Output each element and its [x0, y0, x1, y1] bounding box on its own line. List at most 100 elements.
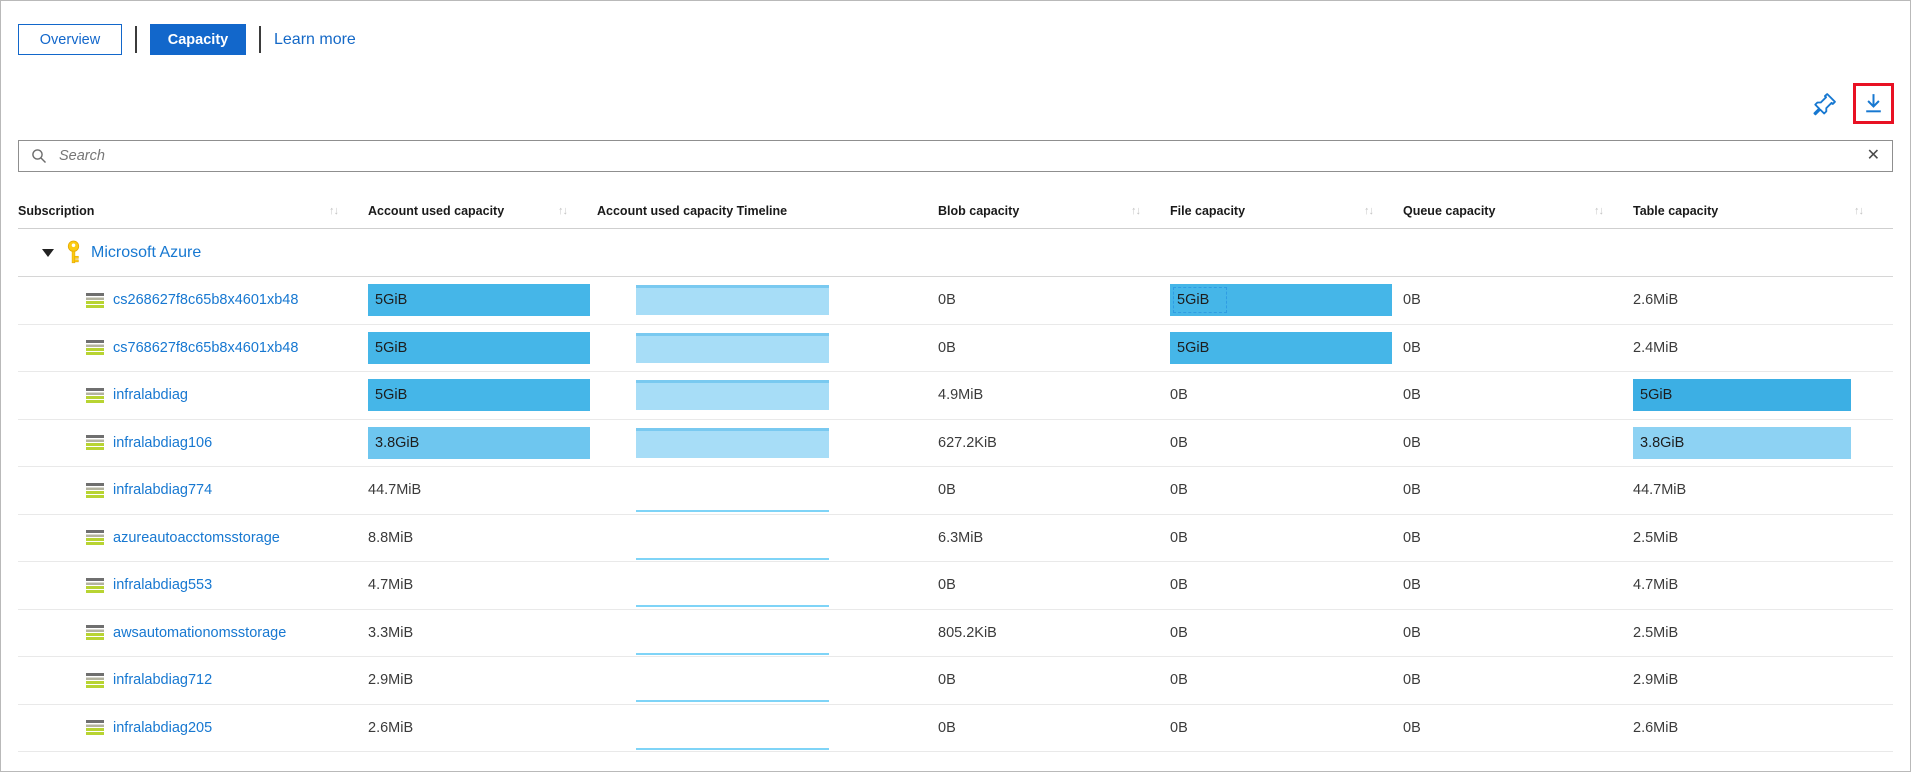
capacity-cell: 0B [1403, 467, 1633, 514]
column-header-table-capacity[interactable]: Table capacity ↑↓ [1633, 204, 1893, 218]
timeline-cell [597, 420, 938, 467]
capacity-value: 0B [938, 339, 956, 356]
collapse-triangle-icon[interactable] [42, 248, 54, 257]
capacity-value: 627.2KiB [938, 434, 997, 451]
tab-capacity[interactable]: Capacity [150, 24, 246, 55]
timeline-cell [597, 372, 938, 419]
storage-account-link[interactable]: infralabdiag712 [113, 672, 213, 689]
capacity-cell: 2.6MiB [1633, 277, 1893, 324]
table-row[interactable]: azureautoacctomsstorage 8.8MiB 6.3MiB 0B 0B 2… [18, 515, 1893, 562]
group-row-subscription[interactable]: Microsoft Azure [18, 229, 1893, 277]
capacity-cell: 0B [938, 467, 1170, 514]
column-header-blob-capacity[interactable]: Blob capacity ↑↓ [938, 204, 1170, 218]
table-row[interactable]: infralabdiag774 44.7MiB 0B 0B 0B 44.7MiB [18, 467, 1893, 515]
subscription-cell: azureautoacctomsstorage [18, 515, 368, 562]
storage-account-icon [86, 672, 104, 688]
storage-account-link[interactable]: infralabdiag774 [113, 482, 213, 499]
column-header-label: File capacity [1170, 204, 1246, 218]
tab-overview[interactable]: Overview [18, 24, 122, 55]
table-row[interactable]: infralabdiag 5GiB 4.9MiB 0B 0B 5GiB [18, 372, 1893, 420]
pin-icon[interactable] [1811, 90, 1839, 118]
sort-arrows-icon[interactable]: ↑↓ [1364, 205, 1374, 217]
tab-divider [259, 26, 261, 53]
sort-arrows-icon[interactable]: ↑↓ [329, 205, 339, 217]
storage-account-link[interactable]: awsautomationomsstorage [113, 624, 287, 641]
column-header-subscription[interactable]: Subscription ↑↓ [18, 204, 368, 218]
capacity-bar: 5GiB [368, 331, 590, 364]
view-tabs: Overview Capacity Learn more [18, 24, 356, 55]
capacity-bar-label: 5GiB [1177, 339, 1210, 356]
timeline-cell [597, 467, 938, 514]
download-icon[interactable] [1860, 90, 1888, 118]
clear-search-icon[interactable]: ✕ [1866, 147, 1880, 164]
capacity-cell: 2.5MiB [1633, 610, 1893, 657]
subscription-cell: infralabdiag553 [18, 562, 368, 609]
column-header-file-capacity[interactable]: File capacity ↑↓ [1170, 204, 1403, 218]
table-row[interactable]: awsautomationomsstorage 3.3MiB 805.2KiB 0B 0… [18, 610, 1893, 657]
storage-account-icon [86, 292, 104, 308]
sort-arrows-icon[interactable]: ↑↓ [1854, 205, 1864, 217]
learn-more-link[interactable]: Learn more [274, 30, 356, 48]
timeline-cell [597, 277, 938, 324]
storage-account-link[interactable]: infralabdiag205 [113, 719, 213, 736]
search-icon [31, 148, 47, 164]
timeline-sparkline [636, 332, 829, 363]
column-header-label: Table capacity [1633, 204, 1719, 218]
capacity-value: 0B [1170, 529, 1188, 546]
storage-account-link[interactable]: cs268627f8c65b8x4601xb48 [113, 292, 299, 309]
sort-arrows-icon[interactable]: ↑↓ [1131, 205, 1141, 217]
capacity-bar: 5GiB [1170, 331, 1392, 364]
storage-account-link[interactable]: azureautoacctomsstorage [113, 529, 280, 546]
storage-account-link[interactable]: infralabdiag553 [113, 577, 213, 594]
column-header-account-used-capacity-timeline[interactable]: Account used capacity Timeline [597, 204, 938, 218]
table-row[interactable]: infralabdiag553 4.7MiB 0B 0B 0B 4.7MiB [18, 562, 1893, 610]
group-label[interactable]: Microsoft Azure [91, 243, 202, 261]
table-row[interactable]: cs768627f8c65b8x4601xb48 5GiB 0B 5GiB 0B 2.4M… [18, 325, 1893, 372]
storage-account-link[interactable]: infralabdiag [113, 387, 188, 404]
storage-account-icon [86, 340, 104, 356]
capacity-cell: 44.7MiB [1633, 467, 1893, 514]
capacity-value: 0B [1403, 387, 1421, 404]
table-row[interactable]: infralabdiag712 2.9MiB 0B 0B 0B 2.9MiB [18, 657, 1893, 705]
capacity-bar-label: 5GiB [1640, 387, 1673, 404]
capacity-value: 0B [1403, 672, 1421, 689]
search-input[interactable] [57, 147, 1867, 165]
capacity-value: 0B [938, 672, 956, 689]
capacity-cell: 805.2KiB [938, 610, 1170, 657]
capacity-bar-label: 5GiB [375, 292, 408, 309]
capacity-value: 2.6MiB [368, 719, 414, 736]
capacity-value: 2.4MiB [1633, 339, 1679, 356]
capacity-value: 0B [938, 719, 956, 736]
capacity-cell: 2.9MiB [368, 657, 597, 704]
table-row[interactable]: cs268627f8c65b8x4601xb48 5GiB 0B 5GiB 0B 2.6M… [18, 277, 1893, 325]
column-header-queue-capacity[interactable]: Queue capacity ↑↓ [1403, 204, 1633, 218]
capacity-value: 4.7MiB [368, 577, 414, 594]
storage-account-link[interactable]: cs768627f8c65b8x4601xb48 [113, 339, 299, 356]
timeline-sparkline [636, 530, 829, 560]
capacity-cell: 0B [1170, 657, 1403, 704]
table-row[interactable]: infralabdiag106 3.8GiB 627.2KiB 0B 0B 3.8GiB [18, 420, 1893, 467]
timeline-sparkline [636, 380, 829, 411]
capacity-cell: 5GiB [1170, 277, 1403, 324]
column-header-label: Account used capacity Timeline [597, 204, 788, 218]
capacity-cell: 2.9MiB [1633, 657, 1893, 704]
column-header-label: Account used capacity [368, 204, 505, 218]
capacity-cell: 0B [938, 657, 1170, 704]
column-header-account-used-capacity[interactable]: Account used capacity ↑↓ [368, 204, 597, 218]
capacity-bar: 5GiB [1633, 379, 1851, 412]
column-header-label: Blob capacity [938, 204, 1020, 218]
capacity-cell: 4.7MiB [368, 562, 597, 609]
capacity-value: 8.8MiB [368, 529, 414, 546]
table-row[interactable]: infralabdiag205 2.6MiB 0B 0B 0B 2.6MiB [18, 705, 1893, 752]
toolbar-actions [1811, 83, 1894, 124]
storage-account-link[interactable]: infralabdiag106 [113, 434, 213, 451]
subscription-cell: infralabdiag106 [18, 420, 368, 467]
capacity-cell: 5GiB [368, 372, 597, 419]
timeline-sparkline [636, 482, 829, 513]
capacity-bar: 3.8GiB [368, 426, 590, 459]
storage-account-icon [86, 387, 104, 403]
sort-arrows-icon[interactable]: ↑↓ [558, 205, 568, 217]
sort-arrows-icon[interactable]: ↑↓ [1594, 205, 1604, 217]
capacity-value: 0B [1403, 719, 1421, 736]
capacity-cell: 0B [1170, 467, 1403, 514]
